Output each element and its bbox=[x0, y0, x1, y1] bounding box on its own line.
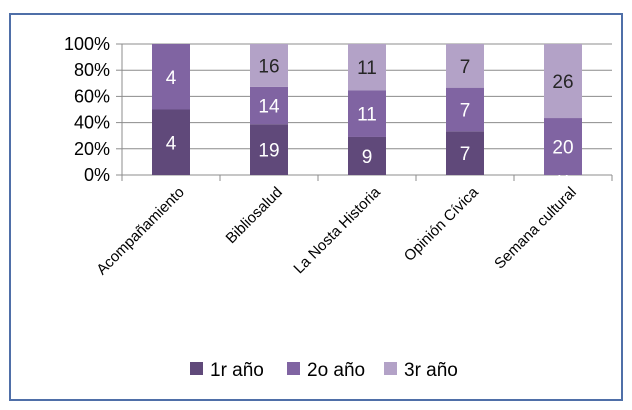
bar-segment bbox=[250, 86, 288, 125]
data-label: 26 bbox=[552, 72, 573, 93]
legend-label: 1r año bbox=[210, 360, 264, 381]
bar-segment bbox=[446, 44, 484, 88]
bar-segment bbox=[544, 44, 582, 119]
legend-label: 3r año bbox=[404, 360, 458, 381]
legend-swatch bbox=[287, 362, 300, 375]
x-category-label: La Nosta Historia bbox=[290, 183, 384, 277]
y-tick-label: 0% bbox=[84, 165, 110, 185]
bar-segment bbox=[152, 44, 190, 110]
x-category-label: Bibliosalud bbox=[223, 184, 286, 247]
legend-swatch bbox=[190, 362, 203, 375]
data-label: 20 bbox=[552, 138, 573, 159]
data-label: 7 bbox=[460, 57, 471, 78]
bar-segment bbox=[348, 44, 386, 91]
bar-segment bbox=[250, 44, 288, 87]
data-label: 14 bbox=[258, 96, 280, 117]
data-label: 19 bbox=[258, 141, 279, 162]
data-label: 16 bbox=[258, 56, 279, 77]
y-tick-label: 20% bbox=[74, 139, 110, 159]
legend-label: 2o año bbox=[307, 360, 365, 381]
x-category-label: Acompañamiento bbox=[93, 184, 188, 279]
data-label: 11 bbox=[357, 105, 377, 126]
y-tick-label: 60% bbox=[74, 86, 110, 106]
data-label: 7 bbox=[460, 101, 471, 122]
bar-segment bbox=[446, 131, 484, 175]
chart-frame bbox=[9, 13, 623, 401]
y-tick-label: 100% bbox=[64, 34, 110, 54]
bar-segment bbox=[544, 118, 582, 175]
bar-segment bbox=[446, 87, 484, 132]
data-label: 4 bbox=[166, 68, 177, 89]
data-label: 4 bbox=[166, 133, 177, 154]
y-tick-label: 80% bbox=[74, 60, 110, 80]
x-category-label: Opinión Cívica bbox=[401, 183, 482, 264]
y-tick-label: 40% bbox=[74, 113, 110, 133]
legend-swatch bbox=[384, 362, 397, 375]
bar-segment bbox=[348, 90, 386, 137]
bar-segment bbox=[348, 136, 386, 175]
data-label: 0 bbox=[558, 166, 569, 187]
x-category-label: Semana cultural bbox=[491, 184, 580, 273]
data-label: 9 bbox=[362, 147, 373, 168]
bar-segment bbox=[250, 124, 288, 175]
data-label: 11 bbox=[357, 58, 377, 79]
bar-segment bbox=[152, 109, 190, 175]
data-label: 7 bbox=[460, 144, 471, 165]
